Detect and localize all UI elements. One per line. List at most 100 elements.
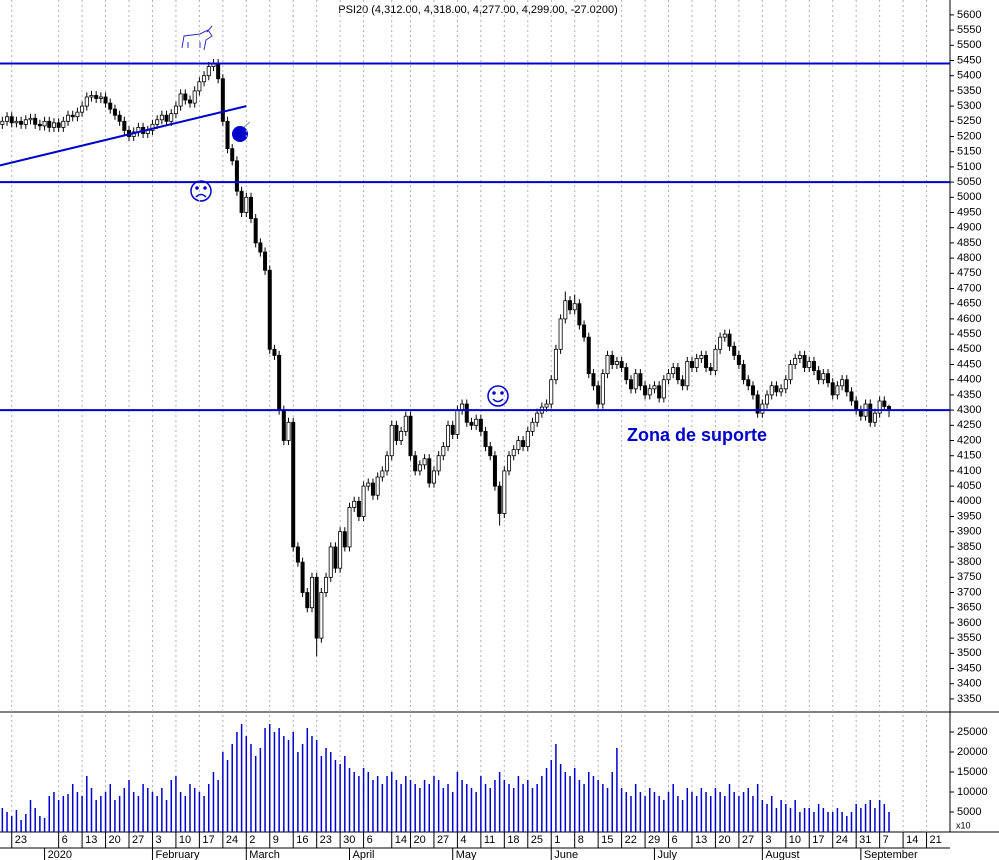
y-tick-label: 5450: [957, 54, 981, 66]
candle-body: [122, 120, 127, 131]
x-tick-label: 3: [765, 834, 771, 846]
candle-body: [220, 78, 225, 122]
chart-title: PSI20 (4,312.00, 4,318.00, 4,277.00, 4,2…: [338, 4, 618, 16]
candle-body: [202, 75, 207, 83]
candle-body: [704, 354, 709, 368]
y-tick-label: 5050: [957, 176, 981, 188]
candle-body: [516, 440, 521, 451]
candle-body: [840, 379, 845, 387]
candle-body: [600, 373, 605, 405]
candle-body: [793, 358, 798, 365]
candle-body: [28, 117, 33, 121]
candle-body: [643, 385, 648, 396]
y2-tick-label: 15000: [957, 766, 988, 778]
candle-body: [295, 546, 300, 563]
candle-body: [769, 385, 774, 396]
candle-body: [732, 345, 737, 356]
candle-body: [685, 361, 690, 387]
x-tick-label: 24: [226, 834, 238, 846]
y-tick-label: 3950: [957, 510, 981, 522]
candle-body: [61, 120, 66, 128]
candle-body: [342, 531, 347, 548]
candle-body: [830, 382, 835, 396]
candle-body: [244, 196, 249, 213]
y-tick-label: 5400: [957, 70, 981, 82]
candle-body: [258, 242, 263, 253]
candle-body: [333, 546, 338, 569]
candle-body: [408, 415, 413, 457]
volume-unit-label: x10: [956, 820, 971, 830]
candle-body: [75, 111, 80, 118]
candle-body: [521, 440, 526, 447]
x-tick-label: 6: [367, 834, 373, 846]
candle-body: [811, 361, 816, 371]
candle-body: [563, 300, 568, 320]
candle-body: [741, 364, 746, 381]
month-label: April: [353, 849, 375, 860]
candle-body: [159, 114, 164, 121]
candle-body: [722, 333, 727, 338]
candle-body: [352, 500, 357, 508]
candle-body: [483, 430, 488, 447]
x-tick-label: 6: [62, 834, 68, 846]
candle-body: [286, 421, 291, 441]
y-tick-label: 4050: [957, 480, 981, 492]
bull-icon: [181, 25, 213, 51]
candle-body: [178, 93, 183, 107]
x-tick-label: 17: [202, 834, 214, 846]
candle-body: [47, 120, 52, 128]
y-tick-label: 3700: [957, 586, 981, 598]
x-tick-label: 30: [343, 834, 355, 846]
candle-body: [502, 470, 507, 514]
candle-body: [309, 576, 314, 609]
candle-body: [469, 421, 474, 426]
y-tick-label: 5250: [957, 115, 981, 127]
candle-body: [0, 120, 5, 125]
candle-body: [680, 379, 685, 387]
month-label: February: [155, 849, 200, 860]
candle-body: [98, 96, 103, 99]
candle-body: [661, 379, 666, 399]
candle-body: [535, 412, 540, 423]
y2-tick-label: 10000: [957, 786, 988, 798]
x-tick-label: 11: [484, 834, 495, 846]
candle-body: [253, 218, 258, 244]
x-tick-label: 14: [395, 834, 407, 846]
candle-body: [375, 476, 380, 496]
candle-body: [619, 361, 624, 368]
y-tick-label: 5200: [957, 130, 981, 142]
candle-body: [23, 119, 28, 125]
month-label: June: [554, 849, 578, 860]
candle-body: [164, 114, 169, 122]
sad-face-icon: [190, 180, 212, 202]
x-tick-label: 27: [742, 834, 754, 846]
candle-body: [591, 373, 596, 387]
candle-body: [277, 354, 282, 411]
candle-body: [394, 424, 399, 441]
y-tick-label: 4300: [957, 404, 981, 416]
candle-body: [263, 251, 268, 271]
candle-body: [112, 108, 117, 116]
y2-tick-label: 5000: [957, 806, 981, 818]
candle-body: [422, 458, 427, 466]
y-tick-label: 4250: [957, 419, 981, 431]
candle-body: [169, 113, 174, 122]
candle-body: [370, 482, 375, 496]
annotation: Zona de suporte: [627, 425, 767, 445]
candle-body: [84, 96, 89, 107]
candle-body: [94, 95, 99, 99]
y-tick-label: 3750: [957, 571, 981, 583]
x-tick-label: 7: [883, 834, 889, 846]
y-tick-label: 5500: [957, 39, 981, 51]
candle-body: [33, 117, 38, 125]
candle-body: [882, 400, 887, 407]
x-tick-label: 25: [531, 834, 543, 846]
x-tick-label: 23: [320, 834, 332, 846]
month-label: May: [456, 849, 477, 860]
x-tick-label: 13: [695, 834, 707, 846]
x-tick-label: 3: [155, 834, 161, 846]
x-tick-label: 2: [249, 834, 255, 846]
y-tick-label: 4950: [957, 206, 981, 218]
candle-body: [750, 385, 755, 396]
candle-body: [797, 354, 802, 359]
